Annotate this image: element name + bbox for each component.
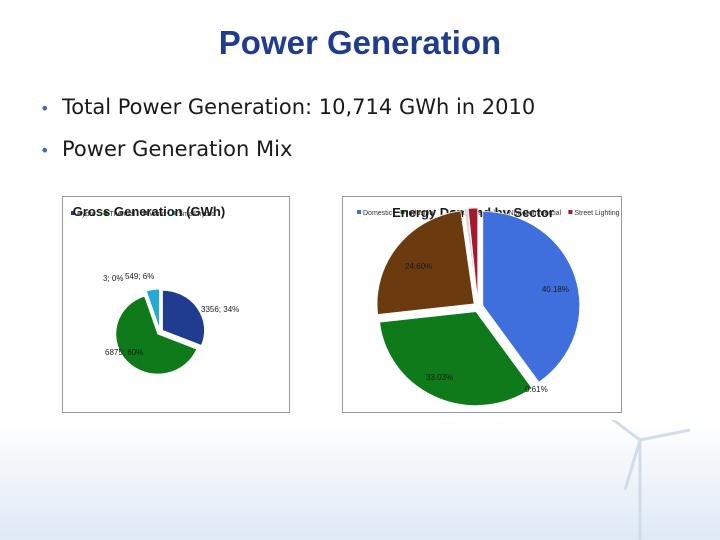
bullet-text: Total Power Generation: 10,714 GWh in 20… <box>62 95 536 119</box>
data-label: 40.18% <box>542 285 569 294</box>
chart1-legend: Hydro Thermal Wind Small hydro <box>71 211 215 218</box>
legend-swatch <box>172 211 177 215</box>
chart1-title: Gross Generation (GWh) <box>73 204 225 219</box>
wind-turbine-background <box>0 420 720 540</box>
slice-thermal <box>115 295 198 375</box>
data-label: 33.03% <box>426 373 453 382</box>
legend-label: Wind <box>149 211 165 218</box>
legend-swatch <box>357 210 361 214</box>
chart2-data-labels: 40.18% 33.03% 24.60% 0.61% <box>405 262 569 394</box>
bullet-dot-icon: • <box>40 140 50 160</box>
bullet-dot-icon: • <box>40 98 50 118</box>
legend-label: Industrial <box>407 210 436 217</box>
chart1-slices <box>115 288 205 375</box>
legend-swatch <box>143 211 148 215</box>
slice-domestic <box>482 211 581 383</box>
legend-swatch <box>568 210 573 214</box>
data-label: 3; 0% <box>103 274 123 283</box>
slice-small-hydro <box>145 288 160 330</box>
legend-swatch <box>71 211 75 215</box>
legend-swatch <box>400 210 405 214</box>
bullet-text: Power Generation Mix <box>62 137 293 161</box>
legend-swatch <box>103 211 108 215</box>
legend-label: Street Lighting <box>574 210 619 217</box>
legend-item-hydro: Hydro <box>71 211 96 218</box>
data-label: 6875; 60% <box>105 348 143 357</box>
data-label: 3356; 34% <box>201 305 239 314</box>
chart1-data-labels: 3356; 34% 6875; 60% 3; 0% 549; 6% <box>103 272 239 357</box>
legend-item-industrial: Industrial <box>400 210 436 217</box>
legend-label: Domestic <box>363 210 393 217</box>
slice-commercial <box>376 210 475 315</box>
legend-swatch <box>502 210 507 214</box>
legend-label: Thermal <box>110 211 136 218</box>
data-label: 24.60% <box>405 262 432 271</box>
chart2-slices <box>376 207 581 406</box>
data-label: 0.61% <box>525 385 548 394</box>
data-label: 549; 6% <box>125 272 154 281</box>
bullet-total-generation: • Total Power Generation: 10,714 GWh in 2… <box>40 95 535 119</box>
gross-generation-pie: Hydro Thermal Wind Small hydro Gross Genera… <box>71 204 239 375</box>
legend-item-thermal: Thermal <box>103 211 136 218</box>
slide-title: Power Generation <box>218 24 502 61</box>
legend-item-domestic: Domestic <box>357 210 393 217</box>
legend-label: Hydro <box>77 211 96 218</box>
slice-street-lighting <box>467 207 479 303</box>
energy-demand-pie: DomesticIndustrialCommercialNon-Commerci… <box>357 205 620 406</box>
gross-generation-chart: Hydro Thermal Wind Small hydro Gross Genera… <box>62 196 290 413</box>
energy-demand-chart: DomesticIndustrialCommercialNon-Commerci… <box>342 196 622 413</box>
legend-item-wind: Wind <box>143 211 165 218</box>
legend-label: Non-Commercial <box>509 210 562 217</box>
legend-label: Small hydro <box>178 211 215 218</box>
legend-item-non-commercial: Non-Commercial <box>502 210 562 217</box>
legend-item-small-hydro: Small hydro <box>172 211 215 218</box>
legend-item-street-lighting: Street Lighting <box>568 210 620 217</box>
bullet-generation-mix: • Power Generation Mix <box>40 137 292 161</box>
slice-wind <box>145 290 160 330</box>
slice-industrial <box>379 311 533 406</box>
slice-hydro <box>162 289 205 346</box>
